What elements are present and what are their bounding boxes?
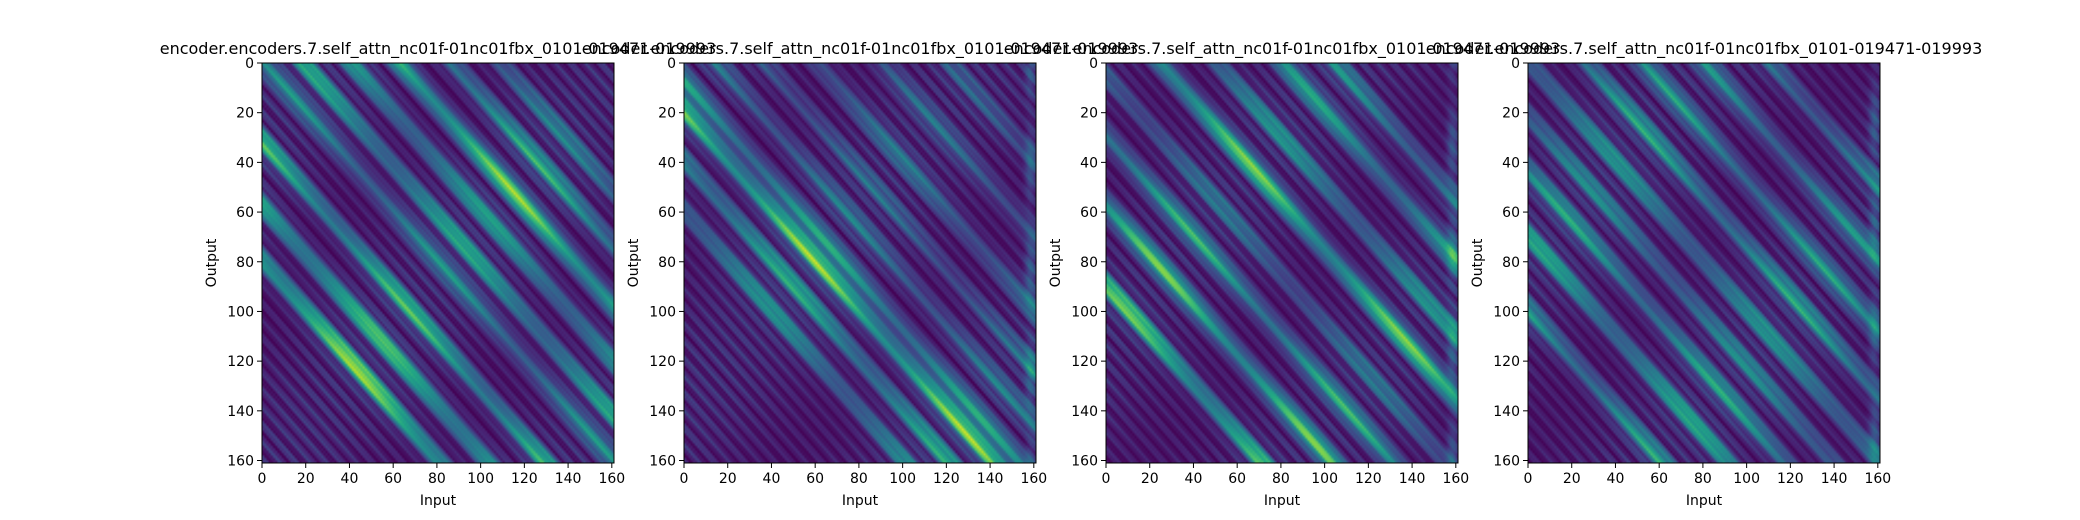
chart-title: encoder.encoders.7.self_attn_nc01f-01nc0… [1426,39,1983,59]
x-tick-label: 0 [1524,471,1533,487]
y-tick-label: 80 [1502,255,1520,271]
x-tick-label: 100 [889,471,916,487]
chart-title: encoder.encoders.7.self_attn_nc01f-01nc0… [582,39,1139,59]
x-tick-label: 20 [719,471,737,487]
y-tick-label: 40 [1080,155,1098,171]
heatmap-image [1106,63,1458,463]
y-tick-label: 160 [1493,454,1520,470]
y-tick-label: 120 [1071,354,1098,370]
y-tick-label: 20 [1080,106,1098,122]
y-tick-label: 60 [1502,205,1520,221]
y-tick-label: 100 [227,304,254,320]
x-tick-label: 80 [428,471,446,487]
y-tick-label: 120 [227,354,254,370]
heatmap-panel-1: 0 20 40 60 80 100 120 140 1600204060801001201401… [204,56,625,509]
y-axis-label: Output [1048,238,1064,287]
axes-frame [683,62,1037,464]
y-tick-label: 40 [658,155,676,171]
x-tick-label: 160 [1020,471,1047,487]
x-tick-label: 100 [467,471,494,487]
y-tick-label: 80 [236,255,254,271]
x-tick-label: 20 [1141,471,1159,487]
x-tick-label: 60 [1228,471,1246,487]
y-tick-label: 120 [1493,354,1520,370]
y-tick-label: 140 [227,404,254,420]
x-tick-label: 20 [1563,471,1581,487]
axes-frame [1527,62,1881,464]
y-axis-label: Output [204,238,220,287]
x-tick-label: 60 [1650,471,1668,487]
axes-frame [261,62,615,464]
y-tick-label: 40 [1502,155,1520,171]
x-axis-label: Input [1264,493,1301,509]
y-tick-label: 20 [236,106,254,122]
x-tick-label: 140 [1399,471,1426,487]
y-tick-label: 160 [1071,454,1098,470]
chart-title: encoder.encoders.7.self_attn_nc01f-01nc0… [160,39,717,59]
x-tick-label: 0 [1102,471,1111,487]
x-axis-label: Input [420,493,457,509]
x-tick-label: 120 [511,471,538,487]
axes-frame [1105,62,1459,464]
y-tick-label: 80 [658,255,676,271]
x-tick-label: 20 [297,471,315,487]
x-tick-label: 60 [806,471,824,487]
heatmap-panel-2: 0 20 40 60 80 100 120 140 1600204060801001201401… [626,56,1047,509]
y-tick-label: 60 [658,205,676,221]
x-axis-label: Input [1686,493,1723,509]
x-tick-label: 80 [1694,471,1712,487]
x-tick-label: 160 [1442,471,1469,487]
y-tick-label: 40 [236,155,254,171]
x-tick-label: 120 [1777,471,1804,487]
y-tick-label: 80 [1080,255,1098,271]
chart-title: encoder.encoders.7.self_attn_nc01f-01nc0… [1004,39,1561,59]
x-tick-label: 0 [258,471,267,487]
y-tick-label: 140 [1493,404,1520,420]
y-tick-label: 60 [1080,205,1098,221]
heatmap-image [262,63,614,463]
y-tick-label: 100 [1493,304,1520,320]
y-tick-label: 140 [649,404,676,420]
heatmap-panel-3: 0 20 40 60 80 100 120 140 1600204060801001201401… [1048,56,1469,509]
y-tick-label: 0 [1511,56,1520,72]
x-tick-label: 100 [1311,471,1338,487]
x-tick-label: 140 [555,471,582,487]
y-tick-label: 100 [1071,304,1098,320]
y-tick-label: 0 [667,56,676,72]
x-tick-label: 80 [1272,471,1290,487]
x-tick-label: 140 [977,471,1004,487]
x-tick-label: 60 [384,471,402,487]
x-tick-label: 40 [763,471,781,487]
heatmap-image [1528,63,1880,463]
x-tick-label: 40 [341,471,359,487]
y-tick-label: 120 [649,354,676,370]
x-tick-label: 160 [598,471,625,487]
y-tick-label: 20 [658,106,676,122]
x-tick-label: 140 [1821,471,1848,487]
x-tick-label: 120 [933,471,960,487]
x-tick-label: 100 [1733,471,1760,487]
x-tick-label: 40 [1185,471,1203,487]
x-tick-label: 40 [1607,471,1625,487]
y-tick-label: 20 [1502,106,1520,122]
heatmap-panel-4: 0 20 40 60 80 100 120 140 1600204060801001201401… [1470,56,1891,509]
x-axis-label: Input [842,493,879,509]
x-tick-label: 80 [850,471,868,487]
y-axis-label: Output [626,238,642,287]
y-axis-label: Output [1470,238,1486,287]
x-tick-label: 160 [1864,471,1891,487]
y-tick-label: 160 [649,454,676,470]
y-tick-label: 0 [1089,56,1098,72]
y-tick-label: 140 [1071,404,1098,420]
x-tick-label: 120 [1355,471,1382,487]
y-tick-label: 60 [236,205,254,221]
y-tick-label: 100 [649,304,676,320]
heatmap-image [684,63,1036,463]
y-tick-label: 160 [227,454,254,470]
y-tick-label: 0 [245,56,254,72]
x-tick-label: 0 [680,471,689,487]
